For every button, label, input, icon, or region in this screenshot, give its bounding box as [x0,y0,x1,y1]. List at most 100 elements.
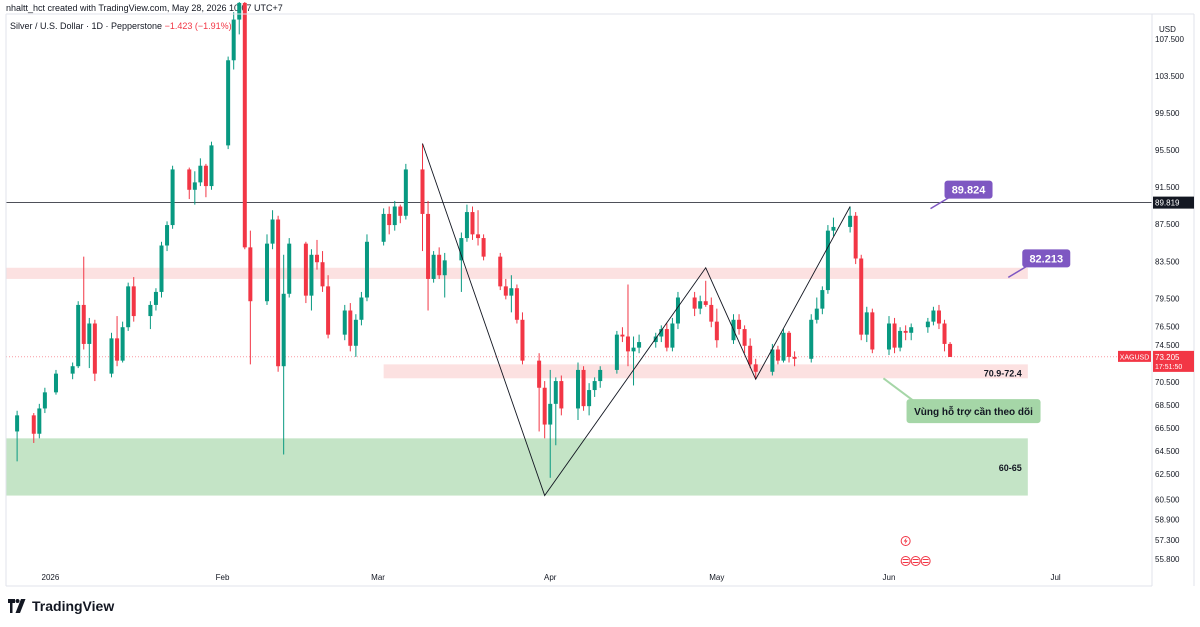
candle [848,206,853,233]
candle [831,217,836,237]
current-price-text: 73.205 [1155,353,1180,362]
candle-body [31,415,36,434]
candle-body [853,215,858,259]
candle-body [276,219,281,367]
callout-pointer [882,377,918,404]
callout-pointer [1007,264,1029,279]
candle-body [614,334,619,370]
candle-body [848,215,853,227]
candle-body [703,301,708,305]
candle [637,334,642,354]
candle-body [509,288,514,296]
candle [503,278,508,300]
candle [903,325,908,341]
candle-body [470,212,475,235]
candle-body [303,243,308,296]
flag-stripe [912,562,919,563]
flash-icon-bolt [903,537,908,545]
candle-body [520,319,525,361]
candle [948,342,953,357]
candle [303,241,308,304]
candle-body [437,254,442,276]
candle-body [426,213,431,279]
candle-body [126,286,131,328]
candle [237,2,242,35]
candle [553,377,558,446]
candle-body [948,343,953,357]
symbol-legend[interactable]: Silver / U.S. Dollar · 1D · Pepperstone … [10,21,232,31]
candle [209,141,214,190]
candle [459,232,464,292]
candle [825,225,830,294]
candle [131,277,136,322]
candle-body [381,213,386,242]
candle-body [592,381,597,391]
x-tick-label: May [709,573,724,582]
candle [809,314,814,363]
candle [76,301,81,369]
y-tick-label: 87.500 [1155,220,1180,229]
candle-body [620,334,625,337]
chart-credit: nhaltt_hct created with TradingView.com,… [6,3,283,13]
candle [476,210,481,246]
candle [631,336,636,386]
lines-layer [6,202,1152,358]
candle-body [587,390,592,407]
candle-body [559,381,564,409]
candle-body [203,165,208,187]
candle [559,375,564,416]
candle [437,247,442,279]
candle-body [598,369,603,382]
candle [148,301,153,330]
candle [37,403,42,439]
candle-body [775,349,780,361]
candle-body [153,291,158,305]
candle-body [42,392,47,409]
candle-body [925,321,930,328]
candle [514,284,519,324]
x-tick-label: Jul [1050,573,1060,582]
candle-body [265,243,270,302]
currency-label[interactable]: USD [1159,25,1176,34]
candle [659,325,664,343]
candle-body [387,213,392,226]
candle [587,383,592,416]
callout-box [1022,249,1071,268]
candle [464,204,469,242]
candle-body [281,293,286,367]
y-tick-label: 64.500 [1155,447,1180,456]
tradingview-brand[interactable]: TradingView [8,598,114,614]
candle-body [15,415,20,432]
candle-body [76,304,81,367]
candle-body [664,329,669,348]
candle-body [187,169,192,190]
candle-body [864,312,869,335]
candle-body [576,369,580,409]
candle-body [675,297,680,324]
candle [742,325,747,354]
candle [936,304,941,330]
candle [781,329,786,363]
candle-body [37,408,42,434]
callout-2: Vùng hỗ trợ cần theo dõi [882,377,1041,424]
candle-body [170,169,175,226]
labels-layer: 70.9-72.4 60-65 89.824 82.213 Vùng hỗ trợ cầ… [882,180,1071,473]
candle-body [831,226,836,231]
candle-body [814,308,819,320]
candle-body [314,254,319,263]
tradingview-logo-icon [8,599,26,613]
candle [709,297,714,328]
candle-body [131,286,136,317]
pattern-layer [422,143,851,497]
candle [703,280,708,307]
y-tick-label: 62.500 [1155,470,1180,479]
candle [737,314,742,335]
candle-body [825,230,830,291]
callout-pointer [930,195,951,210]
candle-body [770,349,775,372]
candle-body [820,290,825,309]
flag-stripe [922,562,929,563]
candle [420,143,425,252]
